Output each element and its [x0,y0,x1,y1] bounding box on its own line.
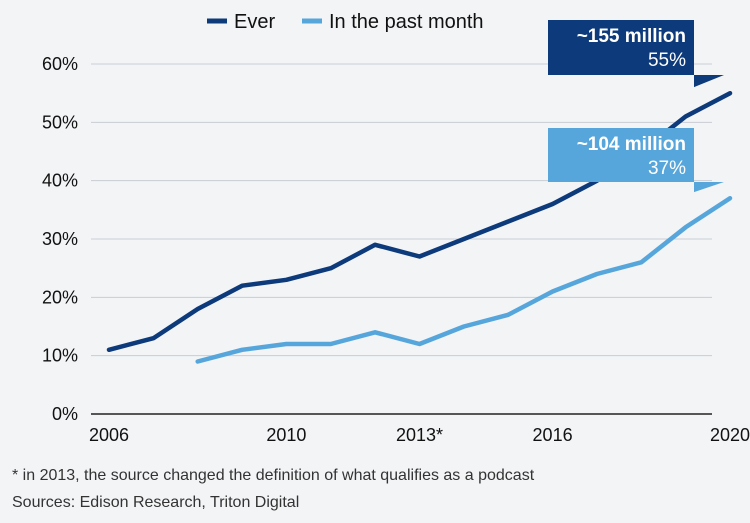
series-line-past-month [195,195,733,364]
y-tick-label: 40% [42,171,78,191]
callout-value: 37% [648,158,686,179]
x-tick-label: 2013* [396,425,443,445]
callout-title: ~155 million [577,26,686,47]
x-tick-label: 2006 [89,425,129,445]
x-tick-label: 2020 [710,425,750,445]
y-tick-label: 60% [42,54,78,74]
y-tick-label: 20% [42,287,78,307]
sources-note: Sources: Edison Research, Triton Digital [12,494,300,511]
y-tick-label: 10% [42,346,78,366]
callout-title: ~104 million [577,134,686,155]
footnote: * in 2013, the source changed the defini… [12,467,535,484]
legend-label: Ever [234,11,275,33]
y-tick-label: 30% [42,229,78,249]
callout-box [548,20,724,88]
callout-box [548,128,724,193]
x-tick-label: 2010 [266,425,306,445]
legend-label: In the past month [329,11,484,33]
callout-value: 55% [648,50,686,71]
y-tick-label: 0% [52,404,78,424]
x-tick-label: 2016 [533,425,573,445]
y-tick-label: 50% [42,112,78,132]
